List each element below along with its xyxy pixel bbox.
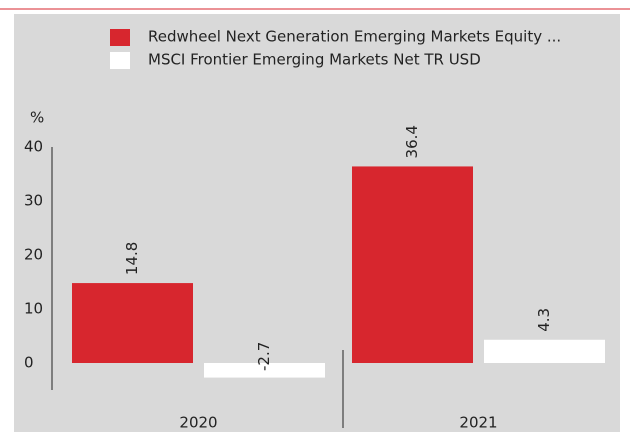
- bar: [484, 339, 605, 363]
- y-tick-label: 0: [24, 354, 34, 372]
- legend-swatch: [110, 52, 130, 69]
- x-tick-label: 2020: [179, 414, 217, 432]
- y-tick-label: 40: [24, 138, 43, 156]
- bar: [72, 283, 193, 363]
- data-label: 36.4: [403, 125, 421, 158]
- y-tick-label: 10: [24, 300, 43, 318]
- legend-swatch: [110, 29, 130, 46]
- data-label: -2.7: [255, 342, 273, 371]
- y-axis-label: %: [30, 109, 44, 127]
- y-tick-label: 20: [24, 246, 43, 264]
- legend-label: Redwheel Next Generation Emerging Market…: [148, 28, 561, 46]
- y-tick-label: 30: [24, 192, 43, 210]
- data-label: 14.8: [123, 242, 141, 275]
- bar: [204, 363, 325, 378]
- bar: [352, 166, 473, 363]
- legend-label: MSCI Frontier Emerging Markets Net TR US…: [148, 51, 481, 69]
- data-label: 4.3: [535, 308, 553, 332]
- x-tick-label: 2021: [459, 414, 497, 432]
